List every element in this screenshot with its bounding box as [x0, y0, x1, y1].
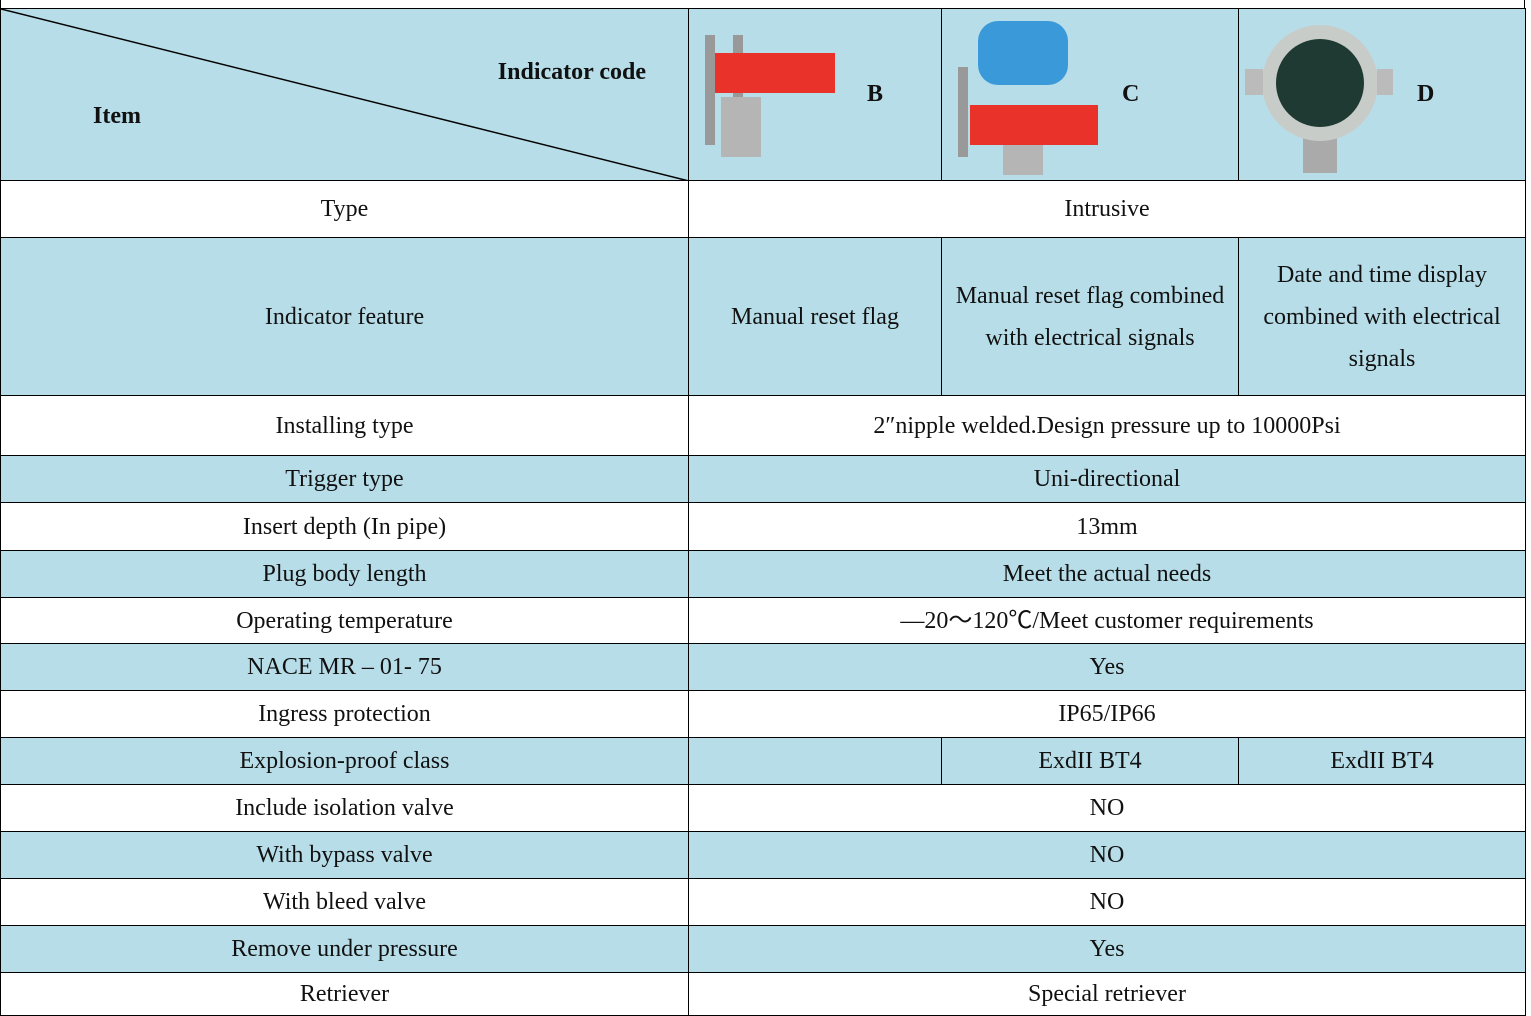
indicator-image [1245, 25, 1393, 173]
value-cell: ExdII BT4 [1238, 737, 1526, 785]
value-cell: Meet the actual needs [688, 550, 1526, 598]
row-label: Include isolation valve [0, 784, 689, 832]
spec-table-wrap: Indicator code Item B C D Type Intrusive I… [0, 8, 1526, 1016]
table-row: With bleed valve NO [0, 878, 1526, 926]
table-row: Indicator feature Manual reset flag Manual… [0, 237, 1526, 396]
value-cell: Manual reset flag [688, 237, 942, 396]
indicator-code: Indicator code [497, 59, 646, 85]
value-cell: NO [688, 878, 1526, 926]
value-cell: 2″nipple welded.Design pressure up to 10… [688, 395, 1526, 456]
row-label: Operating temperature [0, 597, 689, 644]
row-label: Explosion-proof class [0, 737, 689, 785]
spec-table: Indicator code Item B C D Type Intrusive I… [0, 8, 1526, 1016]
header-row: Indicator code Item B C D [0, 8, 1526, 181]
empty-cell [688, 737, 942, 785]
code-cell: C [941, 8, 1239, 181]
value-cell: —20～120℃/Meet customer requirements [688, 597, 1526, 644]
table-row: Insert depth (In pipe) 13mm [0, 502, 1526, 551]
corner-cell: Indicator code Item [0, 8, 689, 181]
code-label: C [1122, 81, 1140, 107]
row-label: Remove under pressure [0, 925, 689, 973]
value-cell: Intrusive [688, 180, 1526, 238]
code-label: D [1417, 81, 1435, 107]
table-row: Type Intrusive [0, 180, 1526, 238]
diagonal [1, 9, 687, 180]
table-row: Plug body length Meet the actual needs [0, 550, 1526, 598]
row-label: Ingress protection [0, 690, 689, 738]
table-row: Explosion-proof class ExdII BT4 ExdII BT4 [0, 737, 1526, 785]
row-label: Insert depth (In pipe) [0, 502, 689, 551]
value-cell: Manual reset flag combined with electric… [941, 237, 1239, 396]
value-cell: Yes [688, 925, 1526, 973]
indicator-image [705, 35, 835, 157]
row-label: Plug body length [0, 550, 689, 598]
row-label: Installing type [0, 395, 689, 456]
value-cell: ExdII BT4 [941, 737, 1239, 785]
table-row: NACE MR – 01- 75 Yes [0, 643, 1526, 691]
table-row: Retriever Special retriever [0, 972, 1526, 1016]
code-label: B [867, 81, 884, 107]
table-row: Include isolation valve NO [0, 784, 1526, 832]
code-cell: D [1238, 8, 1526, 181]
table-row: Ingress protection IP65/IP66 [0, 690, 1526, 738]
row-label: Retriever [0, 972, 689, 1016]
code-cell: B [688, 8, 942, 181]
table-row: Trigger type Uni-directional [0, 455, 1526, 503]
value-cell: NO [688, 784, 1526, 832]
border [0, 0, 1525, 8]
item-header: Item [93, 103, 141, 129]
table-row: Remove under pressure Yes [0, 925, 1526, 973]
table-row: Operating temperature —20～120℃/Meet custo… [0, 597, 1526, 644]
value-cell: IP65/IP66 [688, 690, 1526, 738]
value-cell: 13mm [688, 502, 1526, 551]
indicator-image [958, 21, 1098, 175]
table-row: With bypass valve NO [0, 831, 1526, 879]
value-cell: Date and time display combined with elec… [1238, 237, 1526, 396]
value-cell: NO [688, 831, 1526, 879]
row-label: Type [0, 180, 689, 238]
value-cell: Uni-directional [688, 455, 1526, 503]
row-label: Trigger type [0, 455, 689, 503]
row-label: Indicator feature [0, 237, 689, 396]
row-label: With bleed valve [0, 878, 689, 926]
value-cell: Special retriever [688, 972, 1526, 1016]
table-row: Installing type 2″nipple welded.Design pr… [0, 395, 1526, 456]
row-label: With bypass valve [0, 831, 689, 879]
value-cell: Yes [688, 643, 1526, 691]
row-label: NACE MR – 01- 75 [0, 643, 689, 691]
